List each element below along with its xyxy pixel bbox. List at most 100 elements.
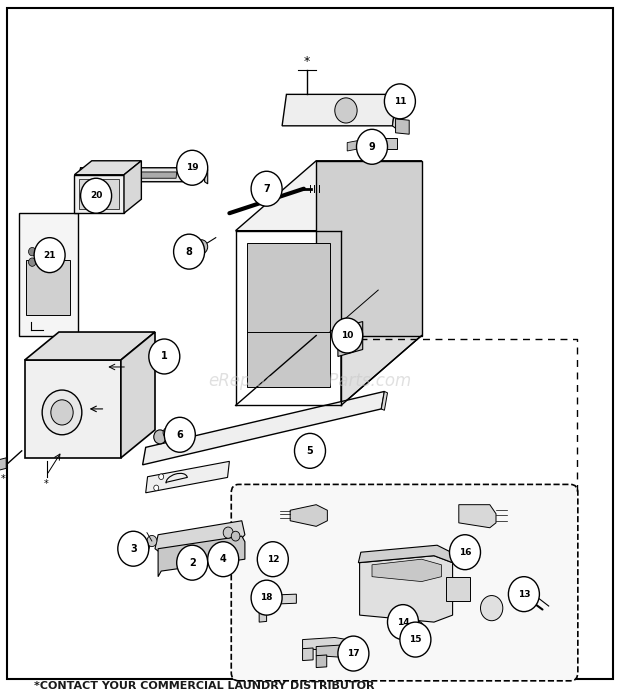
Circle shape (164, 417, 195, 452)
Circle shape (140, 541, 149, 552)
Polygon shape (316, 655, 327, 668)
Polygon shape (290, 505, 327, 526)
Circle shape (154, 430, 166, 444)
Circle shape (522, 585, 534, 599)
Circle shape (29, 247, 36, 256)
Circle shape (81, 178, 112, 213)
Text: 13: 13 (518, 590, 530, 598)
Circle shape (159, 474, 164, 480)
Polygon shape (25, 360, 121, 458)
Circle shape (118, 531, 149, 566)
Text: *CONTACT YOUR COMMERCIAL LAUNDRY DISTRIBUTOR: *CONTACT YOUR COMMERCIAL LAUNDRY DISTRIB… (34, 682, 374, 691)
Text: 20: 20 (90, 192, 102, 200)
Text: 10: 10 (341, 331, 353, 340)
Text: 8: 8 (185, 247, 193, 257)
Polygon shape (25, 332, 155, 360)
Text: 16: 16 (459, 548, 471, 556)
Circle shape (174, 234, 205, 269)
Polygon shape (74, 175, 124, 213)
Text: 17: 17 (347, 649, 360, 658)
Bar (19, 213, 78, 336)
Circle shape (223, 527, 233, 538)
Text: 7: 7 (264, 184, 270, 194)
Polygon shape (369, 138, 397, 149)
Circle shape (335, 98, 357, 123)
FancyBboxPatch shape (231, 484, 578, 681)
Polygon shape (155, 521, 245, 556)
Polygon shape (341, 161, 422, 405)
Polygon shape (446, 577, 470, 601)
Polygon shape (303, 648, 313, 661)
Text: *: * (44, 480, 49, 489)
Circle shape (332, 318, 363, 353)
Circle shape (356, 129, 388, 164)
Text: *: * (304, 55, 310, 68)
Polygon shape (316, 644, 363, 658)
Circle shape (42, 390, 82, 435)
Circle shape (294, 433, 326, 468)
Text: eReplacementParts.com: eReplacementParts.com (208, 372, 412, 390)
Circle shape (149, 339, 180, 374)
Circle shape (177, 150, 208, 185)
Text: 9: 9 (369, 142, 375, 152)
Text: *: * (1, 474, 6, 484)
Text: 6: 6 (177, 430, 183, 440)
Circle shape (231, 531, 240, 541)
Polygon shape (347, 140, 358, 151)
Circle shape (508, 577, 539, 612)
Circle shape (400, 622, 431, 657)
Circle shape (29, 258, 36, 266)
Circle shape (409, 621, 424, 637)
Polygon shape (259, 594, 296, 605)
Circle shape (384, 84, 415, 119)
Polygon shape (143, 391, 384, 465)
Polygon shape (74, 161, 141, 175)
Polygon shape (358, 545, 454, 563)
Text: 2: 2 (189, 558, 195, 568)
Text: 18: 18 (260, 593, 273, 602)
Text: 19: 19 (186, 164, 198, 172)
Polygon shape (372, 559, 441, 582)
Circle shape (450, 535, 480, 570)
Polygon shape (158, 536, 245, 577)
Polygon shape (79, 179, 119, 209)
Circle shape (257, 542, 288, 577)
Polygon shape (259, 604, 267, 622)
Polygon shape (459, 505, 496, 528)
Polygon shape (392, 94, 403, 131)
Text: 4: 4 (220, 554, 226, 564)
Text: 21: 21 (43, 251, 56, 259)
Polygon shape (236, 161, 422, 231)
Polygon shape (146, 461, 229, 493)
Polygon shape (303, 637, 347, 651)
Text: 14: 14 (397, 618, 409, 626)
Circle shape (51, 400, 73, 425)
Bar (26, 259, 70, 315)
Polygon shape (381, 391, 388, 410)
Polygon shape (316, 161, 422, 336)
Circle shape (154, 485, 159, 491)
Polygon shape (247, 243, 330, 387)
Text: 15: 15 (409, 635, 422, 644)
Circle shape (195, 240, 208, 254)
Polygon shape (0, 458, 6, 472)
Text: 12: 12 (267, 555, 279, 563)
Circle shape (251, 580, 282, 615)
Circle shape (163, 428, 172, 438)
Polygon shape (78, 168, 205, 182)
Circle shape (388, 605, 418, 640)
Text: 1: 1 (161, 352, 167, 361)
Text: 3: 3 (130, 544, 136, 554)
Circle shape (480, 596, 503, 621)
Polygon shape (124, 161, 141, 213)
Circle shape (208, 542, 239, 577)
Polygon shape (205, 168, 208, 184)
Text: 11: 11 (394, 97, 406, 106)
Circle shape (177, 545, 208, 580)
Circle shape (34, 238, 65, 273)
Polygon shape (396, 119, 409, 134)
Polygon shape (121, 332, 155, 458)
Circle shape (251, 171, 282, 206)
Polygon shape (360, 556, 453, 622)
Polygon shape (282, 94, 397, 126)
